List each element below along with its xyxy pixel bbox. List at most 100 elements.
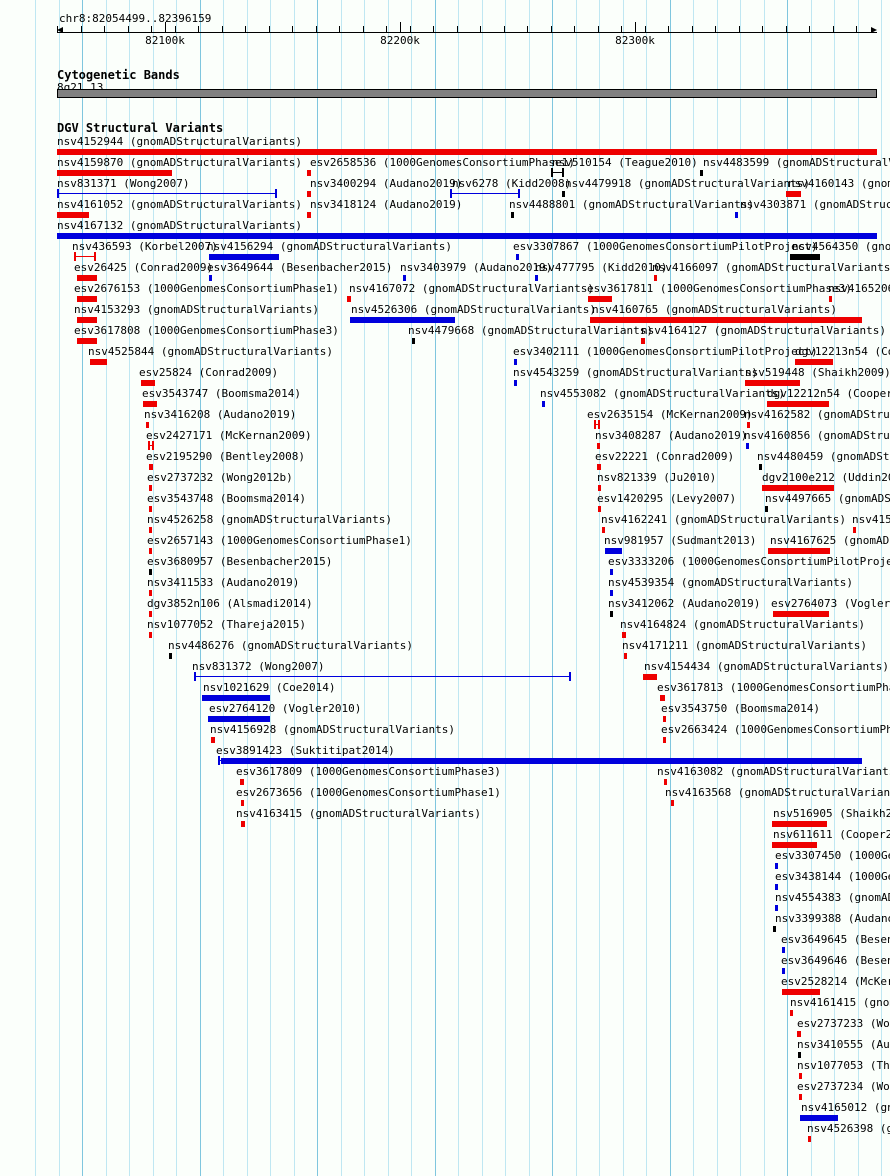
variant-track-row[interactable]: nsv4303871 (gnomADStructuralVariants) (0, 199, 890, 220)
variant-bar[interactable] (853, 527, 856, 533)
variant-bar[interactable] (765, 506, 768, 512)
variant-label[interactable]: nsv821339 (Ju2010) (597, 471, 717, 484)
variant-label[interactable]: nsv4166097 (gnomADStructuralVariants) (652, 261, 890, 274)
variant-track-row[interactable]: esv2195290 (Bentley2008) (0, 451, 890, 472)
variant-label[interactable]: nsv4159870 (gnomADStructuralVariants) (57, 156, 303, 169)
variant-bar[interactable] (141, 380, 155, 386)
variant-label[interactable]: nsv4162241 (gnomADStructuralVariants) (601, 513, 847, 526)
variant-bar[interactable] (786, 191, 801, 197)
variant-track-row[interactable]: esv3543750 (Boomsma2014) (0, 703, 890, 724)
variant-track-row[interactable]: esv3649646 (Besenbacher2015) (0, 955, 890, 976)
variant-bar[interactable] (735, 212, 738, 218)
variant-label[interactable]: nsv4479918 (gnomADStructuralVariants) (565, 177, 811, 190)
variant-track-row[interactable]: nsv4164824 (gnomADStructuralVariants) (0, 619, 890, 640)
variant-track-row[interactable]: esv25824 (Conrad2009) (0, 367, 890, 388)
variant-track-row[interactable]: esv3617813 (1000GenomesConsortiumPhase3) (0, 682, 890, 703)
variant-track-row[interactable]: nsv4553082 (gnomADStructuralVariants) (0, 388, 890, 409)
variant-label[interactable]: nsv1021629 (Coe2014) (203, 681, 336, 694)
variant-track-row[interactable]: nsv4166097 (gnomADStructuralVariants) (0, 262, 890, 283)
variant-label[interactable]: nsv1077052 (Thareja2015) (147, 618, 306, 631)
variant-label[interactable]: nsv4167625 (gnomADStructuralVariants) (770, 534, 890, 547)
variant-label[interactable]: esv2673656 (1000GenomesConsortiumPhase1) (236, 786, 501, 799)
variant-bar[interactable] (221, 758, 862, 764)
variant-bar[interactable] (403, 275, 406, 281)
variant-label[interactable]: nsv6278 (Kidd2008) (452, 177, 572, 190)
variant-label[interactable]: nsv4480459 (gnomADStructuralVariants) (757, 450, 890, 463)
variant-label[interactable]: esv3543750 (Boomsma2014) (661, 702, 820, 715)
variant-label[interactable]: nsv4152944 (gnomADStructuralVariants) (57, 135, 303, 148)
variant-bar[interactable] (663, 716, 666, 722)
variant-track-row[interactable]: esv3891423 (Suktitipat2014) (0, 745, 890, 766)
variant-label[interactable]: esv2764073 (Vogler2010) (771, 597, 890, 610)
variant-label[interactable]: esv3617811 (1000GenomesConsortiumPhase3) (587, 282, 852, 295)
variant-track-row[interactable]: nsv1077053 (Thareja2015) (0, 1060, 890, 1081)
variant-bar[interactable] (772, 821, 827, 827)
variant-label[interactable]: nsv4161052 (gnomADStructuralVariants) (57, 198, 303, 211)
variant-bar[interactable] (664, 779, 667, 785)
variant-bar[interactable] (590, 317, 862, 323)
variant-bar[interactable] (759, 464, 762, 470)
variant-track-row[interactable]: esv3543747 (Boomsma2014) (0, 388, 890, 409)
variant-track-row[interactable]: nsv4526258 (gnomADStructuralVariants) (0, 514, 890, 535)
variant-track-row[interactable]: esv3333206 (1000GenomesConsortiumPilotPr… (0, 556, 890, 577)
variant-span-line[interactable] (74, 256, 96, 257)
variant-label[interactable]: esv2657143 (1000GenomesConsortiumPhase1) (147, 534, 412, 547)
variant-label[interactable]: nsv1077053 (Thareja2015) (797, 1059, 890, 1072)
variant-track-row[interactable]: nsv4164127 (gnomADStructuralVariants) (0, 325, 890, 346)
variant-label[interactable]: nsv4303871 (gnomADStructuralVariants) (740, 198, 890, 211)
variant-label[interactable]: nsv4159222 (gnomADStructuralVariants) (852, 513, 890, 526)
variant-track-row[interactable]: nsv4488801 (gnomADStructuralVariants) (0, 199, 890, 220)
variant-label[interactable]: dgv12213n54 (Cooper2011) (795, 345, 890, 358)
variant-track-row[interactable]: nsv4165206 (gnomADStructuralVariants) (0, 283, 890, 304)
variant-track-row[interactable]: nsv4160765 (gnomADStructuralVariants) (0, 304, 890, 325)
variant-track-row[interactable]: nsv4483599 (gnomADStructuralVariants) (0, 157, 890, 178)
variant-track-row[interactable]: nsv3410555 (Audano2019) (0, 1039, 890, 1060)
variant-track-row[interactable]: nsv4479668 (gnomADStructuralVariants) (0, 325, 890, 346)
variant-bar[interactable] (211, 737, 215, 743)
variant-label[interactable]: esv3617813 (1000GenomesConsortiumPhase3) (657, 681, 890, 694)
variant-label[interactable]: esv1420295 (Levy2007) (597, 492, 737, 505)
variant-bar[interactable] (660, 695, 665, 701)
variant-label[interactable]: esv2737232 (Wong2012b) (147, 471, 293, 484)
variant-label[interactable]: nsv4165012 (gnomADStructuralVariants) (801, 1101, 890, 1114)
variant-label[interactable]: esv2737234 (Wong2012b) (797, 1080, 890, 1093)
variant-bar[interactable] (829, 296, 832, 302)
variant-label[interactable]: nsv3416208 (Audano2019) (144, 408, 297, 421)
variant-label[interactable]: nsv831372 (Wong2007) (192, 660, 325, 673)
variant-label[interactable]: esv3307450 (1000GenomesConsortiumPilotPr… (775, 849, 890, 862)
variant-track-row[interactable]: nsv4564350 (gnomADStructuralVariants) (0, 241, 890, 262)
variant-bar[interactable] (149, 506, 152, 512)
variant-label[interactable]: nsv831371 (Wong2007) (57, 177, 190, 190)
variant-track-row[interactable]: esv2658536 (1000GenomesConsortiumPhase1) (0, 157, 890, 178)
variant-track-row[interactable]: esv2764073 (Vogler2010) (0, 598, 890, 619)
variant-label[interactable]: nsv3418124 (Audano2019) (310, 198, 463, 211)
variant-bar[interactable] (562, 191, 565, 197)
variant-track-row[interactable]: nsv4159222 (gnomADStructuralVariants) (0, 514, 890, 535)
variant-label[interactable]: esv25824 (Conrad2009) (139, 366, 279, 379)
variant-label[interactable]: nsv4526306 (gnomADStructuralVariants) (351, 303, 597, 316)
variant-span-line[interactable] (551, 172, 564, 173)
variant-track-row[interactable]: nsv3403979 (Audano2019) (0, 262, 890, 283)
variant-bar[interactable] (795, 359, 833, 365)
variant-label[interactable]: esv2528214 (McKernan2009) (781, 975, 890, 988)
variant-track-row[interactable]: nsv4163415 (gnomADStructuralVariants) (0, 808, 890, 829)
variant-track-row[interactable]: nsv4160856 (gnomADStructuralVariants) (0, 430, 890, 451)
variant-label[interactable]: esv3649644 (Besenbacher2015) (207, 261, 393, 274)
variant-label[interactable]: nsv3403979 (Audano2019) (400, 261, 553, 274)
variant-bar[interactable] (57, 149, 877, 155)
variant-label[interactable]: nsv981957 (Sudmant2013) (604, 534, 757, 547)
variant-track-row[interactable]: nsv436593 (Korbel2007) (0, 241, 890, 262)
variant-track-row[interactable]: esv3543748 (Boomsma2014) (0, 493, 890, 514)
variant-bar[interactable] (57, 233, 877, 239)
variant-bar[interactable] (514, 359, 517, 365)
variant-track-row[interactable]: nsv4486276 (gnomADStructuralVariants) (0, 640, 890, 661)
variant-track-row[interactable]: nsv4539354 (gnomADStructuralVariants) (0, 577, 890, 598)
variant-label[interactable]: nsv4488801 (gnomADStructuralVariants) (509, 198, 755, 211)
variant-track-row[interactable]: nsv516905 (Shaikh2009) (0, 808, 890, 829)
variant-bar[interactable] (610, 611, 613, 617)
variant-bar[interactable] (773, 611, 829, 617)
variant-track-row[interactable]: nsv3408287 (Audano2019) (0, 430, 890, 451)
variant-bar[interactable] (209, 275, 212, 281)
variant-track-row[interactable]: esv26425 (Conrad2009) (0, 262, 890, 283)
variant-track-row[interactable]: nsv4554383 (gnomADStructuralVariants) (0, 892, 890, 913)
